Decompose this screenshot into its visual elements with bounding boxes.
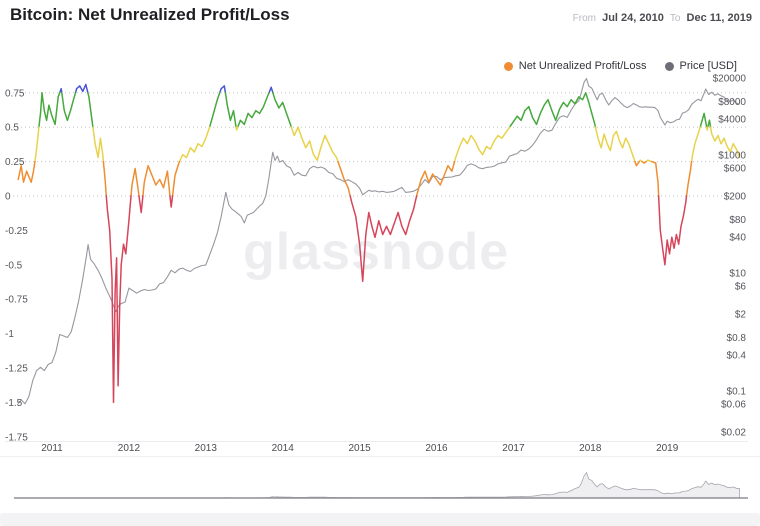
left-axis-tick: -1.5	[5, 398, 23, 409]
right-axis-tick: $600	[724, 163, 747, 174]
left-axis-tick: 0	[5, 192, 11, 203]
date-range: From Jul 24, 2010 To Dec 11, 2019	[570, 12, 752, 24]
right-axis-tick: $0.02	[721, 428, 746, 439]
price-series-line	[17, 78, 740, 405]
page-title: Bitcoin: Net Unrealized Profit/Loss	[10, 5, 290, 24]
chart-legend: Net Unrealized Profit/Loss Price [USD]	[503, 60, 737, 72]
price-legend-dot-icon	[664, 61, 674, 71]
right-axis-tick: $6	[735, 281, 747, 292]
x-axis-year-tick: 2018	[579, 443, 602, 454]
right-axis-tick: $1000	[718, 150, 746, 161]
x-axis-year-tick: 2011	[41, 443, 63, 454]
x-axis-year-tick: 2013	[195, 443, 218, 454]
right-axis-tick: $0.4	[727, 351, 747, 362]
right-axis-tick: $200	[724, 192, 747, 203]
from-label: From	[572, 13, 597, 24]
right-axis-tick: $0.1	[727, 386, 747, 397]
x-axis-year-tick: 2016	[425, 443, 448, 454]
left-axis-tick: -1.25	[5, 364, 28, 375]
legend-item-nupl[interactable]: Net Unrealized Profit/Loss	[503, 60, 647, 72]
nupl-series-line	[105, 195, 688, 404]
x-axis-year-tick: 2017	[502, 443, 525, 454]
nupl-series-line	[58, 83, 274, 94]
to-date[interactable]: Dec 11, 2019	[686, 12, 752, 24]
legend-item-price[interactable]: Price [USD]	[664, 60, 737, 72]
left-axis-tick: 0.75	[5, 88, 25, 99]
nupl-legend-label: Net Unrealized Profit/Loss	[518, 60, 647, 72]
navigator-track[interactable]	[0, 513, 760, 526]
right-axis-tick: $0.8	[727, 333, 747, 344]
left-axis-tick: -1	[5, 329, 14, 340]
left-axis-tick: -0.75	[5, 295, 28, 306]
navigator-price-area[interactable]	[18, 471, 740, 499]
right-axis-tick: $4000	[718, 115, 746, 126]
right-axis-tick: $20000	[713, 74, 747, 85]
left-axis-tick: 0.25	[5, 157, 25, 168]
x-axis-year-tick: 2014	[272, 443, 295, 454]
right-axis-tick: $40	[729, 233, 746, 244]
right-axis-tick: $10	[729, 268, 746, 279]
nupl-legend-dot-icon	[503, 61, 513, 71]
from-date[interactable]: Jul 24, 2010	[602, 12, 664, 24]
right-axis-tick: $8000	[718, 97, 746, 108]
nupl-series-line	[17, 160, 693, 197]
left-axis-tick: -0.25	[5, 226, 28, 237]
left-axis-tick: -1.75	[5, 432, 28, 443]
price-legend-label: Price [USD]	[679, 60, 737, 72]
nupl-series-line	[34, 126, 741, 163]
nupl-series-line	[38, 92, 712, 128]
left-axis-tick: -0.5	[5, 260, 23, 271]
to-label: To	[669, 13, 681, 24]
right-axis-tick: $80	[729, 215, 746, 226]
right-axis-tick: $0.06	[721, 399, 746, 410]
x-axis-year-tick: 2012	[118, 443, 141, 454]
right-axis-tick: $2	[735, 310, 747, 321]
x-axis-year-tick: 2019	[656, 443, 679, 454]
left-axis-tick: 0.5	[5, 123, 19, 134]
x-axis-year-tick: 2015	[348, 443, 371, 454]
